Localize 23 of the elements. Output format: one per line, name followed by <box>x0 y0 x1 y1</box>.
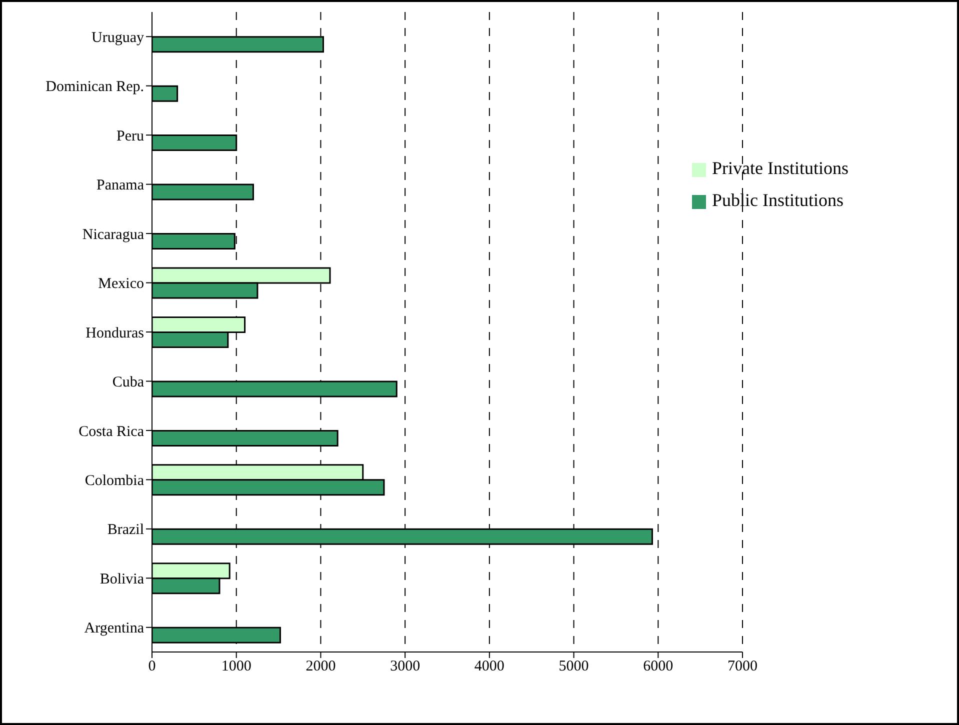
x-tick-label: 7000 <box>728 658 758 675</box>
legend-label: Public Institutions <box>712 190 844 210</box>
y-tick-label: Peru <box>116 128 144 144</box>
y-tick-label: Nicaragua <box>82 226 144 243</box>
legend-label: Private Institutions <box>712 158 848 178</box>
x-tick-label: 1000 <box>221 658 252 675</box>
x-tick-label: 6000 <box>643 658 674 675</box>
y-tick-label: Dominican Rep. <box>46 79 144 96</box>
x-tick-label: 5000 <box>558 658 589 675</box>
x-tick-label: 3000 <box>390 658 420 675</box>
y-tick-label: Panama <box>96 178 144 194</box>
y-tick-label: Argentina <box>84 620 144 637</box>
y-tick-label: Mexico <box>98 276 144 292</box>
y-tick-label: Brazil <box>107 522 144 538</box>
y-tick-label: Honduras <box>86 325 144 342</box>
y-tick-label: Cuba <box>112 374 144 391</box>
x-tick-label: 0 <box>148 658 156 675</box>
x-tick-label: 4000 <box>474 658 504 675</box>
y-tick-label: Bolivia <box>100 571 144 588</box>
x-tick-label: 2000 <box>306 658 336 675</box>
y-tick-label: Colombia <box>84 473 144 490</box>
y-tick-label: Costa Rica <box>78 424 144 440</box>
y-tick-label: Uruguay <box>92 30 144 46</box>
